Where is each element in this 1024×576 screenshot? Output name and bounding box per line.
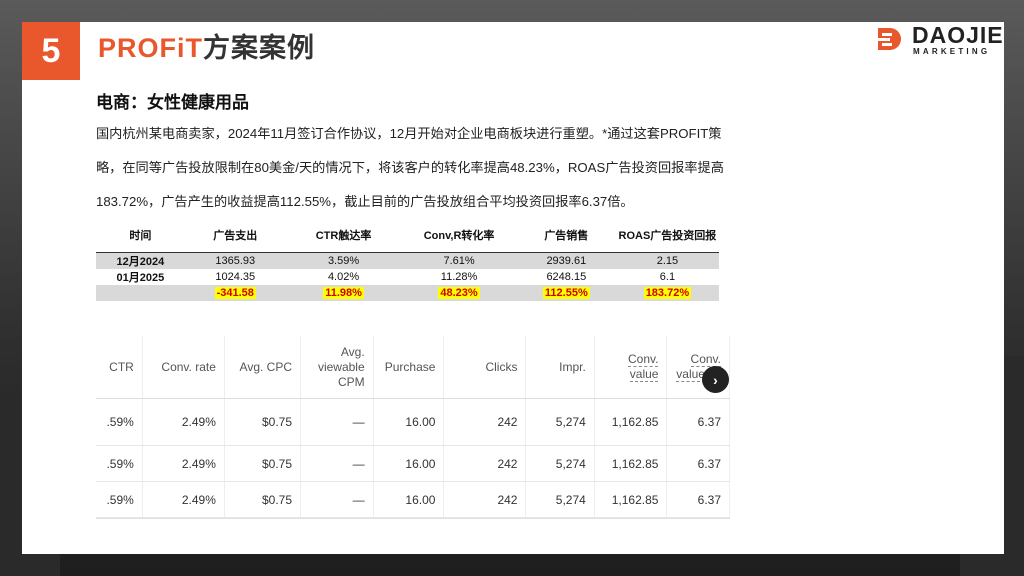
table-row: .59% 2.49% $0.75 — 16.00 242 5,274 1,162… — [96, 481, 730, 518]
cell: -341.58 — [184, 285, 286, 301]
ads-header-row: CTR Conv. rate Avg. CPC Avg. viewable CP… — [96, 336, 730, 399]
col-header-ctr[interactable]: CTR — [96, 336, 143, 399]
cell: $0.75 — [224, 445, 302, 482]
cell: 11.28% — [440, 271, 478, 283]
col-header-avg-cpc[interactable]: Avg. CPC — [224, 336, 302, 399]
cell: 6248.15 — [546, 271, 587, 283]
cell: — — [300, 445, 374, 482]
slide-number: 5 — [22, 22, 80, 80]
description-line: 183.72%，广告产生的收益提高112.55%，截止目前的广告投放组合平均投资… — [96, 194, 634, 209]
col-header-impr[interactable]: Impr. — [525, 336, 595, 399]
highlight-value: 11.98% — [323, 287, 364, 299]
table-row: .59% 2.49% $0.75 — 16.00 242 5,274 1,162… — [96, 398, 730, 446]
cell: 2.49% — [142, 398, 225, 446]
cell: 16.00 — [373, 445, 445, 482]
cell: $0.75 — [224, 481, 302, 518]
col-header-purchase[interactable]: Purchase — [373, 336, 445, 399]
table-row: 12月2024 1365.93 3.59% 7.61% 2939.61 2.15 — [96, 252, 719, 269]
cell: 2.15 — [615, 252, 719, 269]
cell: .59% — [96, 481, 143, 518]
ads-report-screenshot: CTR Conv. rate Avg. CPC Avg. viewable CP… — [96, 336, 730, 519]
cell: 7.61% — [401, 252, 517, 269]
cell: 6.37 — [666, 481, 730, 518]
cell: 16.00 — [373, 398, 445, 446]
col-header: 时间 — [96, 220, 185, 253]
cell: 16.00 — [373, 481, 445, 518]
cell: 1024.35 — [215, 271, 256, 283]
cell: .59% — [96, 398, 143, 446]
cell: 1,162.85 — [594, 398, 668, 446]
cell: 1,162.85 — [594, 481, 668, 518]
cell: 11.98% — [285, 285, 402, 301]
col-header-avg-cpm[interactable]: Avg. viewable CPM — [300, 336, 374, 399]
cell: — — [300, 398, 374, 446]
table-row: .59% 2.49% $0.75 — 16.00 242 5,274 1,162… — [96, 445, 730, 482]
cell: 242 — [443, 445, 527, 482]
ads-table: CTR Conv. rate Avg. CPC Avg. viewable CP… — [96, 336, 730, 518]
highlight-value: -341.58 — [214, 287, 256, 299]
next-columns-button[interactable]: › — [702, 366, 729, 393]
cell: — — [300, 481, 374, 518]
title-rest: 方案案例 — [203, 33, 315, 63]
cell: 6.37 — [666, 398, 730, 446]
col-header: Conv,R转化率 — [401, 220, 517, 253]
col-header-conv-value[interactable]: Conv. value — [594, 336, 668, 399]
header-label: Conv. value — [627, 352, 659, 382]
summary-header-row: 时间 广告支出 CTR触达率 Conv,R转化率 广告销售 ROAS广告投资回报 — [96, 220, 719, 253]
cell: 2939.61 — [516, 252, 616, 269]
logo-sub: MARKETING — [913, 47, 991, 56]
cell: 242 — [443, 398, 527, 446]
highlight-value: 48.23% — [438, 287, 480, 299]
cell: 01月2025 — [116, 272, 165, 284]
cell: 242 — [443, 481, 527, 518]
daojie-logo: DAOJIE MARKETING — [876, 22, 1006, 58]
cell: 5,274 — [525, 445, 595, 482]
cell: 6.1 — [659, 271, 676, 283]
cell: 112.55% — [516, 285, 616, 301]
logo-word: DAOJIE — [912, 22, 1004, 48]
cell: 4.02% — [327, 271, 360, 283]
summary-table: 时间 广告支出 CTR触达率 Conv,R转化率 广告销售 ROAS广告投资回报… — [96, 220, 719, 301]
title-brand: PROFiT — [98, 33, 203, 63]
case-description: 国内杭州某电商卖家，2024年11月签订合作协议，12月开始对企业电商板块进行重… — [96, 117, 826, 219]
col-header-conv-rate[interactable]: Conv. rate — [142, 336, 225, 399]
cell: 5,274 — [525, 481, 595, 518]
col-header-clicks[interactable]: Clicks — [443, 336, 527, 399]
cell: 183.72% — [615, 285, 719, 301]
cell: 2.49% — [142, 481, 225, 518]
cell: 1365.93 — [184, 252, 286, 269]
daojie-logo-mark-icon — [878, 28, 901, 50]
table-row-change: -341.58 11.98% 48.23% 112.55% 183.72% — [96, 285, 719, 301]
col-header: ROAS广告投资回报 — [615, 220, 719, 253]
description-line: 国内杭州某电商卖家，2024年11月签订合作协议，12月开始对企业电商板块进行重… — [96, 126, 722, 141]
cell: 5,274 — [525, 398, 595, 446]
cell: 48.23% — [401, 285, 517, 301]
slide-title: PROFiT方案案例 — [98, 26, 315, 65]
highlight-value: 183.72% — [643, 287, 692, 299]
cell: 6.37 — [666, 445, 730, 482]
cell: .59% — [96, 445, 143, 482]
cell — [96, 285, 185, 301]
cell: 3.59% — [285, 252, 402, 269]
case-subtitle: 电商：女性健康用品 — [96, 93, 249, 112]
cell: 12月2024 — [96, 252, 185, 269]
cell: 1,162.85 — [594, 445, 668, 482]
col-header: 广告支出 — [184, 220, 286, 253]
col-header: 广告销售 — [516, 220, 616, 253]
highlight-value: 112.55% — [542, 287, 590, 299]
description-line: 略，在同等广告投放限制在80美金/天的情况下，将该客户的转化率提高48.23%，… — [96, 160, 724, 175]
chevron-right-icon: › — [713, 371, 718, 388]
table-row: 01月2025 1024.35 4.02% 11.28% 6248.15 6.1 — [96, 269, 719, 285]
col-header: CTR触达率 — [285, 220, 402, 253]
cell: 2.49% — [142, 445, 225, 482]
cell: $0.75 — [224, 398, 302, 446]
